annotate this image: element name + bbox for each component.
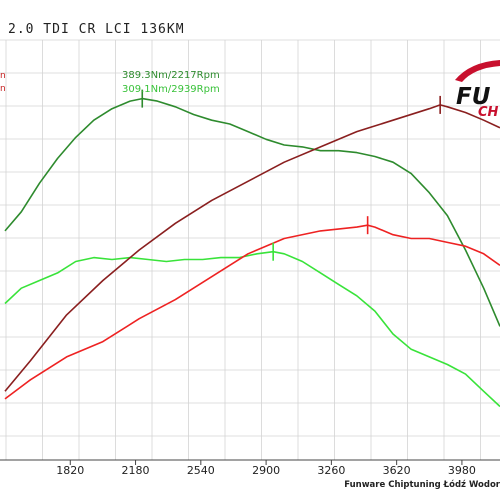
peak-markers: [141, 89, 441, 261]
power-tuned-line: [4, 104, 500, 392]
stock-peak-label: 309.1Nm/2939Rpm: [122, 84, 220, 95]
x-tick-label: 3260: [317, 464, 345, 477]
x-tick-label: 2180: [122, 464, 150, 477]
left-legend-fragment-1: n: [0, 71, 6, 81]
x-tick-label: 3980: [448, 464, 476, 477]
tuned-peak-label: 389.3Nm/2217Rpm: [122, 70, 220, 81]
x-tick-label: 2900: [252, 464, 280, 477]
chart-title: 2.0 TDI CR LCI 136KM: [8, 22, 185, 37]
logo-text-main: FU: [456, 84, 491, 110]
torque-tuned-line: [4, 97, 500, 327]
x-tick-labels: 1820 2180 2540 2900 3260 3620 3980: [56, 460, 476, 477]
grid: [0, 39, 500, 461]
x-tick-label: 3620: [383, 464, 411, 477]
series-layer: [4, 97, 500, 408]
x-tick-label: 1820: [56, 464, 84, 477]
left-legend-fragment-2: n: [0, 84, 6, 94]
x-tick-label: 2540: [187, 464, 215, 477]
footer-credit: Funware Chiptuning Łódź Wodor: [344, 479, 500, 490]
torque-stock-line: [4, 250, 500, 408]
power-stock-line: [4, 224, 500, 400]
logo-swoosh: [455, 60, 500, 82]
logo-text-sub: CH: [478, 105, 499, 120]
brand-logo: FU CH: [455, 60, 500, 120]
